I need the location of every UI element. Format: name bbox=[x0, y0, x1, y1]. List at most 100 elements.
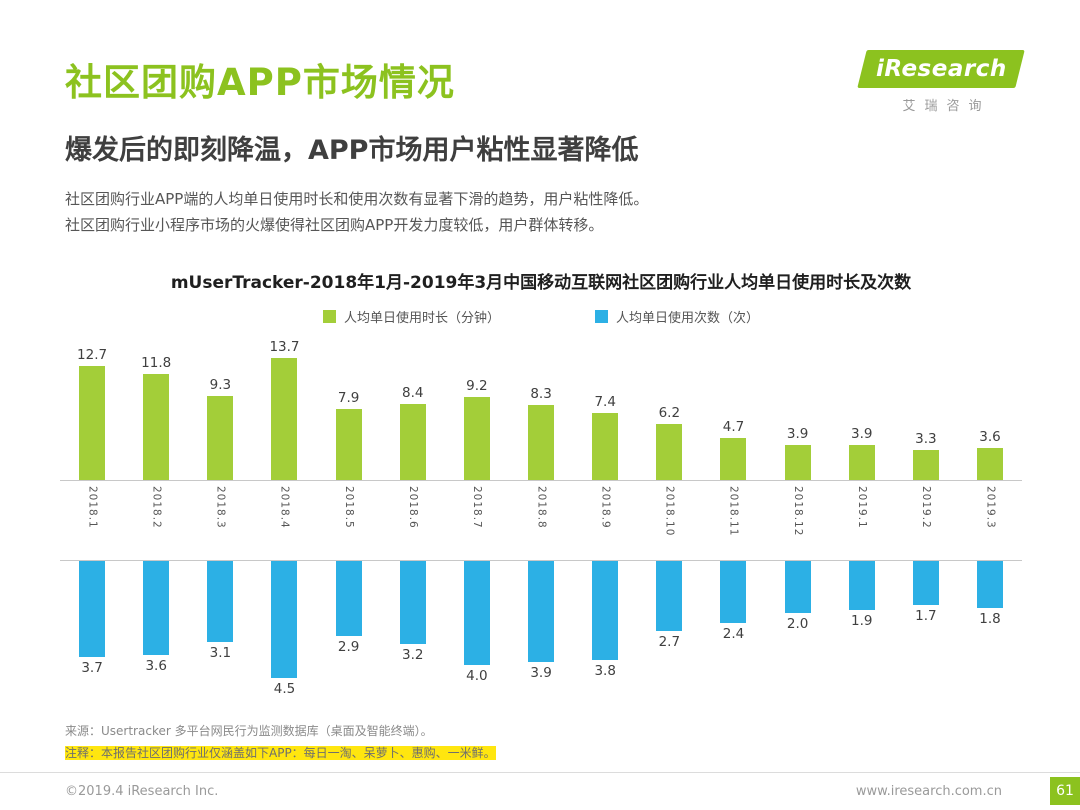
category-label: 2018.9 bbox=[599, 486, 612, 529]
duration-cell: 3.9 bbox=[830, 336, 894, 480]
frequency-cell: 2.7 bbox=[637, 561, 701, 709]
duration-bar bbox=[848, 444, 875, 480]
frequency-cell: 1.9 bbox=[830, 561, 894, 709]
legend-label-frequency: 人均单日使用次数（次） bbox=[616, 311, 760, 326]
category-cell: 2018.2 bbox=[124, 481, 188, 560]
annotation-note-highlight: 注释：本报告社区团购行业仅涵盖如下APP：每日一淘、呆萝卜、惠购、一米鲜。 bbox=[65, 745, 496, 760]
duration-value-label: 7.4 bbox=[594, 394, 616, 411]
category-cell: 2019.1 bbox=[830, 481, 894, 560]
duration-bar bbox=[335, 408, 362, 480]
legend-item-duration: 人均单日使用时长（分钟） bbox=[322, 307, 500, 326]
category-cell: 2018.3 bbox=[188, 481, 252, 560]
frequency-value-label: 3.1 bbox=[209, 644, 232, 661]
category-label: 2019.3 bbox=[984, 486, 997, 529]
duration-cell: 8.3 bbox=[509, 336, 573, 480]
duration-cell: 12.7 bbox=[60, 336, 124, 480]
category-cell: 2018.6 bbox=[381, 481, 445, 560]
duration-bar bbox=[79, 365, 106, 480]
duration-cell: 4.7 bbox=[701, 336, 765, 480]
category-cell: 2018.9 bbox=[573, 481, 637, 560]
intro-line-2: 社区团购行业小程序市场的火爆使得社区团购APP开发力度较低，用户群体转移。 bbox=[65, 215, 604, 234]
frequency-cell: 3.2 bbox=[381, 561, 445, 709]
copyright-text: ©2019.4 iResearch Inc. bbox=[65, 784, 219, 799]
frequency-bar bbox=[399, 561, 426, 645]
header: 社区团购APP市场情况 iResearch 艾瑞咨询 爆发后的即刻降温，APP市… bbox=[0, 0, 1080, 238]
frequency-cell: 3.9 bbox=[509, 561, 573, 709]
legend-label-duration: 人均单日使用时长（分钟） bbox=[343, 311, 500, 326]
frequency-value-label: 2.9 bbox=[337, 639, 360, 656]
chart-title: mUserTracker-2018年1月-2019年3月中国移动互联网社区团购行… bbox=[170, 273, 912, 293]
duration-cell: 3.9 bbox=[766, 336, 830, 480]
category-cell: 2018.10 bbox=[637, 481, 701, 560]
category-label: 2018.10 bbox=[663, 486, 676, 537]
duration-bar bbox=[784, 444, 811, 480]
duration-cell: 8.4 bbox=[381, 336, 445, 480]
chart-legend: 人均单日使用时长（分钟） 人均单日使用次数（次） bbox=[60, 307, 1022, 326]
frequency-value-label: 4.0 bbox=[466, 668, 488, 684]
iresearch-logo: iResearch 艾瑞咨询 bbox=[857, 50, 1025, 114]
duration-value-label: 13.7 bbox=[269, 339, 300, 355]
intro-text: 社区团购行业APP端的人均单日使用时长和使用次数有显著下滑的趋势，用户粘性降低。… bbox=[65, 187, 1025, 238]
category-cell: 2019.2 bbox=[894, 481, 958, 560]
frequency-value-label: 3.8 bbox=[594, 662, 616, 679]
frequency-bar bbox=[207, 561, 234, 642]
frequency-bar bbox=[977, 561, 1004, 608]
duration-cell: 3.6 bbox=[958, 336, 1022, 480]
category-label: 2018.2 bbox=[150, 486, 163, 529]
duration-value-label: 3.6 bbox=[979, 428, 1001, 445]
frequency-value-label: 2.7 bbox=[658, 634, 681, 651]
frequency-cell: 2.0 bbox=[766, 561, 830, 709]
duration-cell: 7.9 bbox=[317, 336, 381, 480]
frequency-cell: 1.7 bbox=[894, 561, 958, 709]
duration-bar bbox=[592, 413, 619, 480]
frequency-value-label: 3.6 bbox=[145, 657, 167, 674]
frequency-value-label: 1.8 bbox=[979, 610, 1001, 627]
frequency-bar bbox=[79, 561, 106, 658]
frequency-bar bbox=[143, 561, 170, 655]
frequency-bar bbox=[784, 561, 811, 613]
chart-grid: 12.7 11.8 9.3 13.7 7.9 8.4 9.2 8.3 7.4 6.2 4.7 3.9 3… bbox=[60, 336, 1022, 709]
frequency-cell: 3.6 bbox=[124, 561, 188, 709]
duration-value-label: 8.4 bbox=[402, 385, 424, 402]
duration-value-label: 6.2 bbox=[658, 405, 681, 422]
logo-flag-shape: iResearch bbox=[857, 50, 1025, 88]
frequency-value-label: 1.9 bbox=[851, 613, 873, 630]
duration-value-label: 11.8 bbox=[141, 354, 172, 371]
duration-cell: 13.7 bbox=[252, 336, 316, 480]
duration-value-label: 9.3 bbox=[209, 377, 232, 394]
category-label: 2018.11 bbox=[727, 486, 740, 537]
frequency-bar bbox=[848, 561, 875, 611]
frequency-bar bbox=[720, 561, 747, 624]
website-text: www.iresearch.com.cn bbox=[855, 784, 1002, 799]
logo-wordmark: iResearch bbox=[875, 56, 1007, 82]
category-label: 2018.8 bbox=[535, 486, 548, 529]
frequency-cell: 3.1 bbox=[188, 561, 252, 709]
frequency-value-label: 3.9 bbox=[530, 665, 552, 682]
duration-cell: 9.2 bbox=[445, 336, 509, 480]
category-label: 2018.6 bbox=[407, 486, 420, 529]
frequency-cell: 4.0 bbox=[445, 561, 509, 709]
category-cell: 2018.8 bbox=[509, 481, 573, 560]
duration-bar bbox=[271, 358, 298, 480]
duration-bar bbox=[463, 397, 490, 480]
category-label: 2018.4 bbox=[278, 486, 291, 529]
category-label: 2018.7 bbox=[471, 486, 484, 529]
frequency-value-label: 2.0 bbox=[786, 616, 809, 632]
frequency-value-label: 1.7 bbox=[915, 608, 937, 625]
frequency-value-label: 3.2 bbox=[402, 647, 424, 664]
duration-value-label: 3.3 bbox=[915, 431, 937, 448]
page-subtitle: 爆发后的即刻降温，APP市场用户粘性显著降低 bbox=[65, 135, 639, 166]
duration-value-label: 3.9 bbox=[786, 425, 809, 442]
duration-value-label: 8.3 bbox=[530, 386, 552, 403]
duration-cell: 11.8 bbox=[124, 336, 188, 480]
frequency-bar bbox=[912, 561, 939, 606]
category-cell: 2018.5 bbox=[317, 481, 381, 560]
duration-bar bbox=[528, 405, 555, 480]
category-label: 2018.1 bbox=[86, 486, 99, 529]
frequency-value-label: 3.7 bbox=[81, 660, 103, 677]
duration-bars-row: 12.7 11.8 9.3 13.7 7.9 8.4 9.2 8.3 7.4 6.2 4.7 3.9 3… bbox=[60, 336, 1022, 481]
duration-value-label: 12.7 bbox=[77, 346, 108, 363]
category-label: 2018.5 bbox=[342, 486, 355, 529]
intro-line-1: 社区团购行业APP端的人均单日使用时长和使用次数有显著下滑的趋势，用户粘性降低。 bbox=[65, 190, 649, 208]
frequency-bar bbox=[271, 561, 298, 678]
